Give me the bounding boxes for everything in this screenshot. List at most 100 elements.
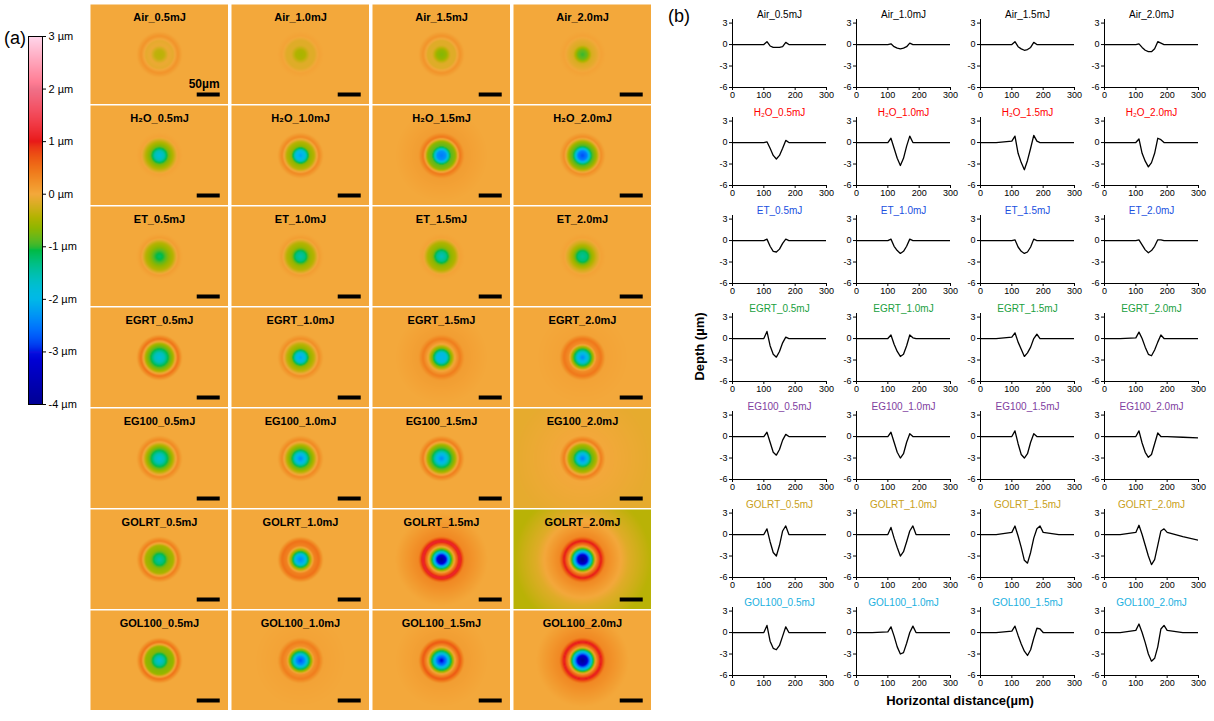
svg-text:0: 0 xyxy=(722,431,727,441)
svg-text:-3: -3 xyxy=(1091,257,1099,267)
svg-text:-3: -3 xyxy=(1091,355,1099,365)
svg-text:-6: -6 xyxy=(967,474,975,484)
svg-text:100: 100 xyxy=(1128,482,1143,492)
svg-text:H₂O_0.5mJ: H₂O_0.5mJ xyxy=(754,107,806,118)
svg-text:-3: -3 xyxy=(967,159,975,169)
svg-text:300: 300 xyxy=(1191,678,1206,688)
svg-text:200: 200 xyxy=(912,678,927,688)
svg-text:0: 0 xyxy=(730,90,735,100)
svg-text:-6: -6 xyxy=(1091,376,1099,386)
svg-text:100: 100 xyxy=(756,580,771,590)
svg-text:0: 0 xyxy=(978,580,983,590)
svg-text:ET_2.0mJ: ET_2.0mJ xyxy=(1129,205,1175,216)
svg-text:0: 0 xyxy=(730,482,735,492)
svg-text:100: 100 xyxy=(880,678,895,688)
svg-text:GOLRT_1.0mJ: GOLRT_1.0mJ xyxy=(263,516,339,528)
svg-text:200: 200 xyxy=(912,482,927,492)
svg-text:100: 100 xyxy=(880,188,895,198)
svg-text:0: 0 xyxy=(978,286,983,296)
svg-text:0: 0 xyxy=(730,286,735,296)
svg-text:3: 3 xyxy=(846,214,851,224)
svg-text:300: 300 xyxy=(819,482,834,492)
svg-text:3: 3 xyxy=(722,410,727,420)
svg-text:-6: -6 xyxy=(719,670,727,680)
svg-text:100: 100 xyxy=(756,286,771,296)
svg-text:100: 100 xyxy=(880,384,895,394)
svg-text:-3: -3 xyxy=(843,159,851,169)
svg-text:100: 100 xyxy=(880,286,895,296)
svg-text:EG100_1.5mJ: EG100_1.5mJ xyxy=(996,401,1060,412)
svg-text:0: 0 xyxy=(1102,384,1107,394)
svg-text:300: 300 xyxy=(819,580,834,590)
svg-text:0: 0 xyxy=(978,678,983,688)
svg-text:300: 300 xyxy=(1191,188,1206,198)
svg-text:3: 3 xyxy=(722,508,727,518)
svg-text:0: 0 xyxy=(722,627,727,637)
svg-text:0: 0 xyxy=(1094,431,1099,441)
svg-text:Air_1.5mJ: Air_1.5mJ xyxy=(415,11,468,23)
svg-text:1 µm: 1 µm xyxy=(49,135,74,147)
svg-text:300: 300 xyxy=(943,482,958,492)
svg-text:EG100_2.0mJ: EG100_2.0mJ xyxy=(547,415,619,427)
svg-text:ET_0.5mJ: ET_0.5mJ xyxy=(757,205,803,216)
svg-text:0: 0 xyxy=(722,39,727,49)
svg-text:300: 300 xyxy=(819,678,834,688)
svg-text:Air_1.0mJ: Air_1.0mJ xyxy=(881,9,926,20)
svg-text:-6: -6 xyxy=(719,278,727,288)
svg-text:3: 3 xyxy=(846,116,851,126)
svg-text:300: 300 xyxy=(1191,580,1206,590)
svg-text:EG100_1.5mJ: EG100_1.5mJ xyxy=(406,415,478,427)
svg-text:-3: -3 xyxy=(1091,453,1099,463)
svg-text:0: 0 xyxy=(970,529,975,539)
svg-text:100: 100 xyxy=(1128,678,1143,688)
svg-text:0: 0 xyxy=(730,580,735,590)
svg-text:-6: -6 xyxy=(1091,474,1099,484)
svg-text:100: 100 xyxy=(1004,286,1019,296)
svg-text:200: 200 xyxy=(1160,580,1175,590)
svg-text:-6: -6 xyxy=(967,376,975,386)
svg-text:-6: -6 xyxy=(719,474,727,484)
svg-text:200: 200 xyxy=(1036,188,1051,198)
svg-text:-3: -3 xyxy=(1091,649,1099,659)
svg-text:300: 300 xyxy=(943,188,958,198)
svg-text:3 µm: 3 µm xyxy=(49,30,74,42)
svg-text:-3: -3 xyxy=(967,551,975,561)
svg-text:100: 100 xyxy=(1004,188,1019,198)
svg-text:300: 300 xyxy=(819,90,834,100)
svg-text:GOL100_2.0mJ: GOL100_2.0mJ xyxy=(1116,597,1187,608)
svg-text:-3: -3 xyxy=(719,159,727,169)
svg-text:EG100_0.5mJ: EG100_0.5mJ xyxy=(748,401,812,412)
svg-text:-3: -3 xyxy=(967,649,975,659)
svg-text:-3: -3 xyxy=(843,355,851,365)
svg-text:0: 0 xyxy=(722,529,727,539)
svg-text:Air_1.0mJ: Air_1.0mJ xyxy=(274,11,327,23)
svg-text:H₂O_0.5mJ: H₂O_0.5mJ xyxy=(130,112,189,124)
svg-text:GOL100_1.5mJ: GOL100_1.5mJ xyxy=(402,617,482,629)
svg-text:0: 0 xyxy=(730,384,735,394)
svg-text:0: 0 xyxy=(978,188,983,198)
svg-text:0: 0 xyxy=(854,188,859,198)
svg-text:300: 300 xyxy=(1191,482,1206,492)
svg-text:-6: -6 xyxy=(719,572,727,582)
svg-text:100: 100 xyxy=(1004,90,1019,100)
svg-text:0: 0 xyxy=(978,90,983,100)
svg-text:-3 µm: -3 µm xyxy=(49,345,77,357)
svg-text:0: 0 xyxy=(722,137,727,147)
svg-text:200: 200 xyxy=(912,90,927,100)
svg-text:0: 0 xyxy=(1102,90,1107,100)
svg-text:100: 100 xyxy=(1004,482,1019,492)
svg-text:200: 200 xyxy=(1160,286,1175,296)
svg-text:3: 3 xyxy=(970,606,975,616)
svg-text:GOL100_1.0mJ: GOL100_1.0mJ xyxy=(261,617,341,629)
svg-text:3: 3 xyxy=(1094,606,1099,616)
svg-text:-3: -3 xyxy=(1091,61,1099,71)
svg-text:3: 3 xyxy=(846,312,851,322)
svg-text:Air_2.0mJ: Air_2.0mJ xyxy=(556,11,609,23)
svg-text:3: 3 xyxy=(970,410,975,420)
svg-text:200: 200 xyxy=(912,188,927,198)
svg-text:200: 200 xyxy=(1036,482,1051,492)
svg-text:100: 100 xyxy=(1128,90,1143,100)
svg-text:EGRT_0.5mJ: EGRT_0.5mJ xyxy=(749,303,809,314)
svg-text:300: 300 xyxy=(1191,90,1206,100)
svg-text:-3: -3 xyxy=(719,257,727,267)
